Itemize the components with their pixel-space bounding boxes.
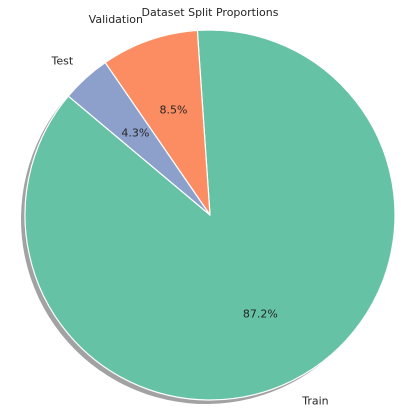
pie-slices	[24, 29, 396, 401]
slice-label-train: Train	[301, 394, 328, 407]
pie-labels: 87.2% Train 8.5% Validation 4.3% Test	[50, 13, 328, 408]
pct-label-test: 4.3%	[121, 126, 149, 139]
pct-label-train: 87.2%	[243, 307, 278, 320]
slice-label-test: Test	[50, 54, 73, 67]
pct-label-validation: 8.5%	[159, 104, 187, 117]
slice-test	[67, 61, 211, 216]
chart-title: Dataset Split Proportions	[142, 6, 279, 19]
slice-label-validation: Validation	[89, 13, 143, 26]
slice-validation	[104, 29, 211, 216]
